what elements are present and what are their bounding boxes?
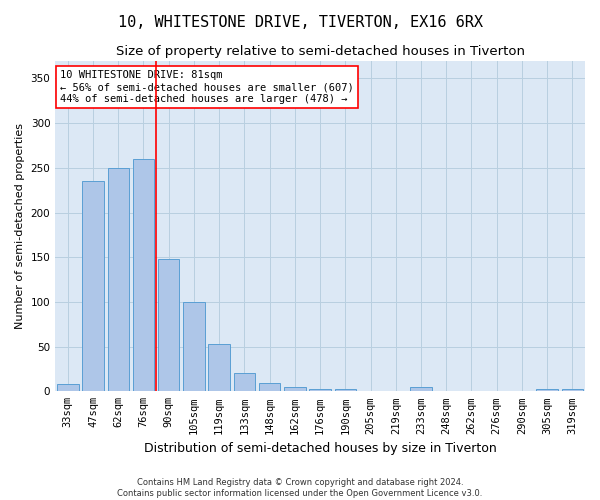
Text: 10 WHITESTONE DRIVE: 81sqm
← 56% of semi-detached houses are smaller (607)
44% o: 10 WHITESTONE DRIVE: 81sqm ← 56% of semi…: [61, 70, 354, 104]
Title: Size of property relative to semi-detached houses in Tiverton: Size of property relative to semi-detach…: [116, 45, 524, 58]
Text: Contains HM Land Registry data © Crown copyright and database right 2024.
Contai: Contains HM Land Registry data © Crown c…: [118, 478, 482, 498]
Bar: [82, 181, 104, 392]
Bar: [410, 387, 432, 392]
Bar: [284, 387, 305, 392]
Bar: [536, 388, 558, 392]
Bar: [233, 374, 255, 392]
Bar: [562, 388, 583, 392]
Bar: [133, 159, 154, 392]
Bar: [158, 259, 179, 392]
Bar: [259, 384, 280, 392]
Y-axis label: Number of semi-detached properties: Number of semi-detached properties: [15, 123, 25, 329]
Bar: [335, 388, 356, 392]
Bar: [57, 384, 79, 392]
Bar: [310, 388, 331, 392]
Text: 10, WHITESTONE DRIVE, TIVERTON, EX16 6RX: 10, WHITESTONE DRIVE, TIVERTON, EX16 6RX: [118, 15, 482, 30]
X-axis label: Distribution of semi-detached houses by size in Tiverton: Distribution of semi-detached houses by …: [144, 442, 496, 455]
Bar: [107, 168, 129, 392]
Bar: [183, 302, 205, 392]
Bar: [208, 344, 230, 392]
